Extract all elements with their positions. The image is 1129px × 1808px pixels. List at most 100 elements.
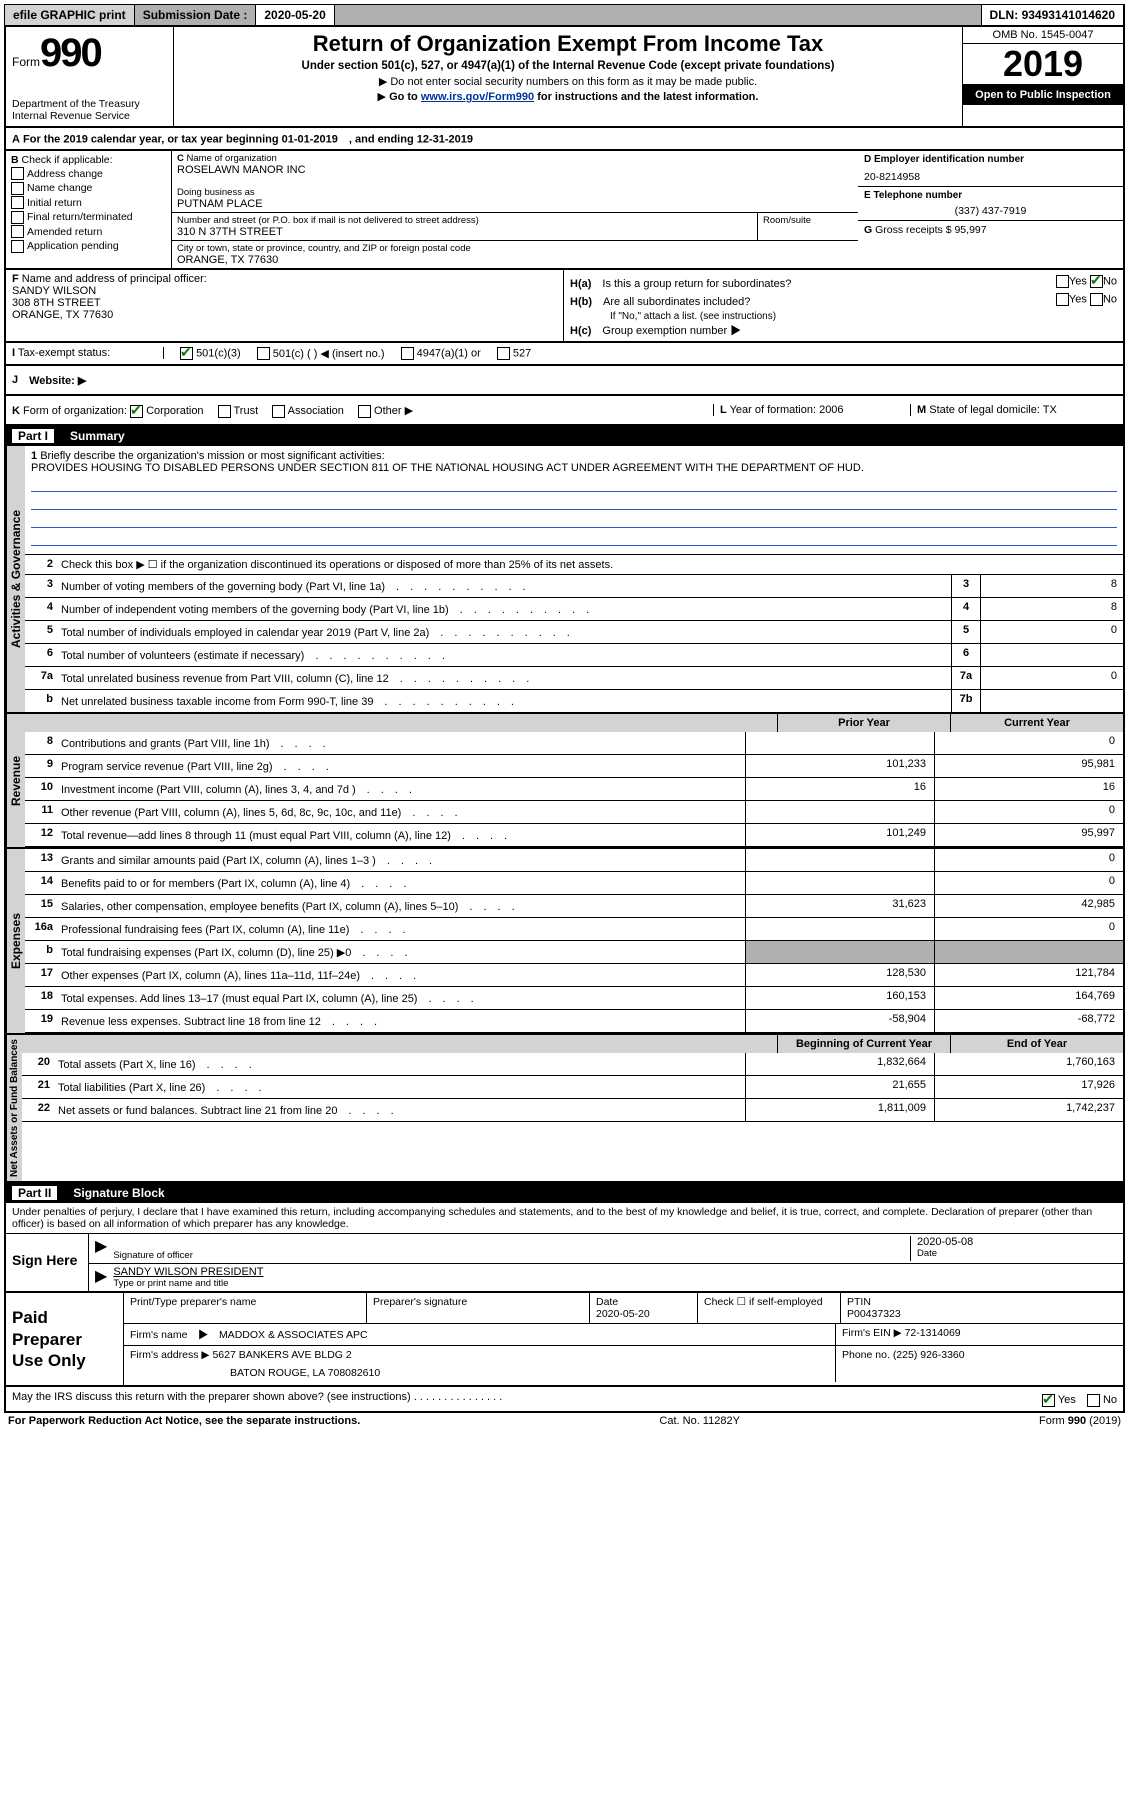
- lbl-app-pending: Application pending: [27, 240, 119, 252]
- box-c: C Name of organization ROSELAWN MANOR IN…: [172, 151, 858, 268]
- header-left: Form 990 Department of the Treasury Inte…: [6, 27, 174, 126]
- hb-no[interactable]: [1090, 293, 1103, 306]
- firm-name-label: Firm's name ▶: [130, 1329, 208, 1341]
- officer-label: Name and address of principal officer:: [22, 273, 207, 285]
- part1-num: Part I: [12, 429, 54, 443]
- underline: [31, 531, 1117, 546]
- section-revenue: Revenue Prior Year Current Year 8Contrib…: [4, 714, 1125, 849]
- paperwork-notice: For Paperwork Reduction Act Notice, see …: [8, 1415, 360, 1427]
- data-row: 21Total liabilities (Part X, line 26) . …: [22, 1076, 1123, 1099]
- efile-label[interactable]: efile GRAPHIC print: [5, 5, 135, 25]
- chk-4947[interactable]: [401, 347, 414, 360]
- officer-addr2: ORANGE, TX 77630: [12, 309, 557, 321]
- prep-date: 2020-05-20: [596, 1308, 691, 1320]
- net-col-header: Beginning of Current Year End of Year: [22, 1035, 1123, 1053]
- q1-label: Briefly describe the organization's miss…: [40, 450, 384, 462]
- chk-trust[interactable]: [218, 405, 231, 418]
- open-inspection: Open to Public Inspection: [963, 85, 1123, 105]
- subtitle-1: Under section 501(c), 527, or 4947(a)(1)…: [178, 60, 958, 72]
- form990-link[interactable]: www.irs.gov/Form990: [421, 91, 534, 103]
- opt-501c3: 501(c)(3): [196, 347, 241, 359]
- officer-name-title: SANDY WILSON PRESIDENT: [113, 1266, 1117, 1278]
- chk-amended[interactable]: [11, 225, 24, 238]
- addr-label: Number and street (or P.O. box if mail i…: [177, 215, 752, 226]
- chk-501c3[interactable]: [180, 347, 193, 360]
- opt-association: Association: [288, 405, 344, 417]
- print-name-label: Print/Type preparer's name: [130, 1296, 256, 1308]
- chk-initial-return[interactable]: [11, 196, 24, 209]
- ein-label: Employer identification number: [874, 154, 1024, 165]
- data-row: 18Total expenses. Add lines 13–17 (must …: [25, 987, 1123, 1010]
- row-website: J Website: ▶: [4, 366, 1125, 396]
- arrow-icon: ▶: [95, 1236, 107, 1261]
- form-footer: Form 990 (2019): [1039, 1415, 1121, 1427]
- box-d-e-g: D Employer identification number 20-8214…: [858, 151, 1123, 268]
- paid-preparer-block: Paid Preparer Use Only Print/Type prepar…: [4, 1293, 1125, 1387]
- chk-app-pending[interactable]: [11, 240, 24, 253]
- lbl-name-change: Name change: [27, 182, 92, 194]
- chk-corporation[interactable]: [130, 405, 143, 418]
- underline: [31, 477, 1117, 492]
- data-row: 13Grants and similar amounts paid (Part …: [25, 849, 1123, 872]
- gov-row: 3Number of voting members of the governi…: [25, 575, 1123, 598]
- phone-label: Telephone number: [873, 190, 962, 201]
- subtitle-2: Do not enter social security numbers on …: [178, 75, 958, 88]
- sidebar-revenue: Revenue: [6, 714, 25, 847]
- sidebar-activities: Activities & Governance: [6, 446, 25, 712]
- ein-value: 20-8214958: [864, 171, 1117, 183]
- dln: DLN: 93493141014620: [981, 5, 1124, 25]
- form-title: Return of Organization Exempt From Incom…: [178, 31, 958, 57]
- row-tax-status: I Tax-exempt status: 501(c)(3) 501(c) ( …: [4, 343, 1125, 367]
- lbl-address-change: Address change: [27, 168, 103, 180]
- discuss-no[interactable]: [1087, 1394, 1100, 1407]
- chk-527[interactable]: [497, 347, 510, 360]
- col-begin: Beginning of Current Year: [777, 1035, 950, 1053]
- chk-address-change[interactable]: [11, 167, 24, 180]
- sig-officer-label: Signature of officer: [113, 1250, 910, 1261]
- org-name: ROSELAWN MANOR INC: [177, 164, 853, 176]
- form-org-label: Form of organization:: [23, 405, 127, 417]
- top-spacer: [335, 5, 981, 25]
- check-self: Check ☐ if self-employed: [704, 1296, 823, 1308]
- chk-name-change[interactable]: [11, 182, 24, 195]
- gov-row: 4Number of independent voting members of…: [25, 598, 1123, 621]
- lbl-initial-return: Initial return: [27, 197, 82, 209]
- tax-year: 2019: [963, 44, 1123, 85]
- hc-text: Group exemption number ▶: [602, 325, 741, 337]
- revenue-col-header: Prior Year Current Year: [25, 714, 1123, 732]
- chk-association[interactable]: [272, 405, 285, 418]
- hb-yes[interactable]: [1056, 293, 1069, 306]
- ha-yes[interactable]: [1056, 275, 1069, 288]
- prep-phone: (225) 926-3360: [893, 1349, 965, 1361]
- discuss-yes[interactable]: [1042, 1394, 1055, 1407]
- ptin-label: PTIN: [847, 1296, 1117, 1308]
- data-row: 17Other expenses (Part IX, column (A), l…: [25, 964, 1123, 987]
- submission-label: Submission Date :: [135, 5, 257, 25]
- gov-row: 6Total number of volunteers (estimate if…: [25, 644, 1123, 667]
- col-prior: Prior Year: [777, 714, 950, 732]
- phone-value: (337) 437-7919: [864, 205, 1117, 217]
- header-right: OMB No. 1545-0047 2019 Open to Public In…: [963, 27, 1123, 126]
- chk-other[interactable]: [358, 405, 371, 418]
- form-header: Form 990 Department of the Treasury Inte…: [4, 26, 1125, 128]
- chk-501c[interactable]: [257, 347, 270, 360]
- sig-date: 2020-05-08: [917, 1236, 1117, 1248]
- ha-text: Is this a group return for subordinates?: [602, 278, 791, 290]
- officer-name: SANDY WILSON: [12, 285, 557, 297]
- gross-value: 95,997: [954, 224, 986, 236]
- chk-final-return[interactable]: [11, 211, 24, 224]
- hb-no-lbl: No: [1103, 293, 1117, 305]
- discuss-no-lbl: No: [1103, 1394, 1117, 1406]
- year-formation: Year of formation: 2006: [730, 404, 844, 416]
- data-row: 19Revenue less expenses. Subtract line 1…: [25, 1010, 1123, 1033]
- lbl-amended: Amended return: [27, 226, 102, 238]
- gov-row: bNet unrelated business taxable income f…: [25, 690, 1123, 712]
- type-name-label: Type or print name and title: [113, 1278, 1117, 1289]
- opt-501c: 501(c) ( ) ◀ (insert no.): [273, 348, 385, 360]
- header-mid: Return of Organization Exempt From Incom…: [174, 27, 963, 126]
- dln-value: 93493141014620: [1022, 8, 1115, 22]
- firm-addr2: BATON ROUGE, LA 708082610: [130, 1367, 829, 1379]
- ha-no[interactable]: [1090, 275, 1103, 288]
- mission-text: PROVIDES HOUSING TO DISABLED PERSONS UND…: [31, 462, 1117, 474]
- col-current: Current Year: [950, 714, 1123, 732]
